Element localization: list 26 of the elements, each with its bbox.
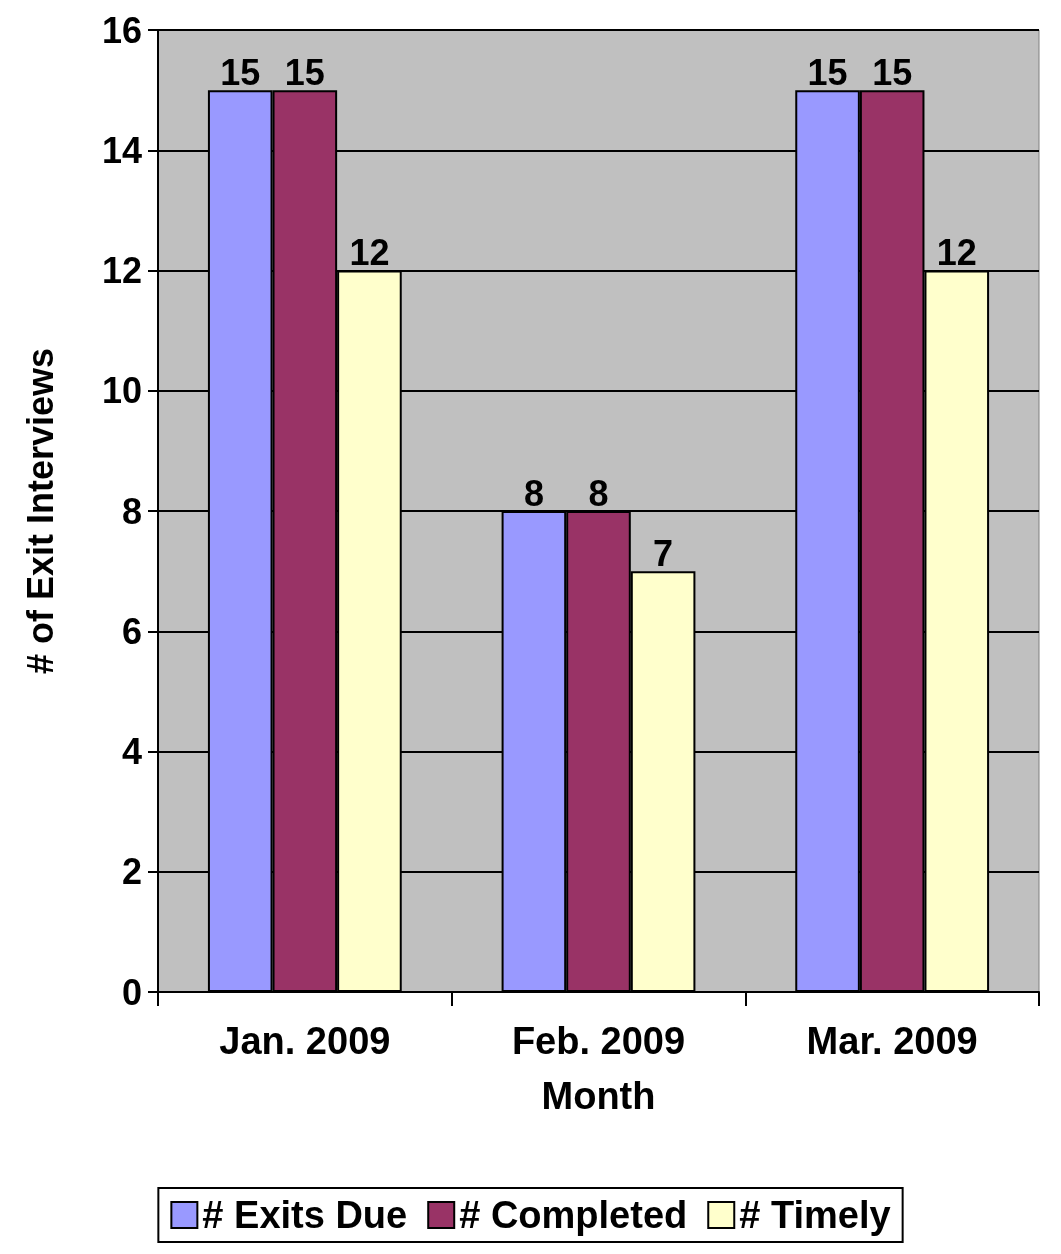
y-tick-label: 2 (121, 851, 142, 893)
data-label: 12 (349, 232, 390, 273)
data-label: 7 (653, 532, 674, 574)
data-label: 15 (872, 51, 913, 93)
legend-label: # Timely (739, 1194, 891, 1236)
data-label: 15 (220, 51, 261, 93)
y-tick-label: 14 (101, 129, 142, 171)
legend-label: # Exits Due (202, 1194, 408, 1236)
y-tick-label: 8 (121, 490, 142, 532)
x-tick-label: Jan. 2009 (219, 1020, 391, 1062)
data-label: 15 (284, 51, 325, 93)
x-axis-title: Month (541, 1075, 656, 1117)
y-tick-label: 12 (101, 250, 142, 291)
y-tick-label: 4 (121, 731, 142, 772)
y-tick-label: 16 (101, 9, 142, 51)
x-tick-label: Feb. 2009 (511, 1020, 686, 1062)
y-axis-title: # of Exit Interviews (19, 347, 61, 675)
y-tick-label: 0 (121, 971, 142, 1013)
data-label: 8 (523, 472, 544, 514)
data-label: 15 (807, 51, 848, 93)
data-label: 8 (588, 472, 609, 514)
data-label: 12 (936, 232, 977, 273)
y-tick-label: 10 (101, 370, 142, 412)
legend-label: # Completed (459, 1194, 688, 1236)
x-tick-label: Mar. 2009 (806, 1020, 978, 1062)
y-tick-label: 6 (121, 610, 142, 652)
